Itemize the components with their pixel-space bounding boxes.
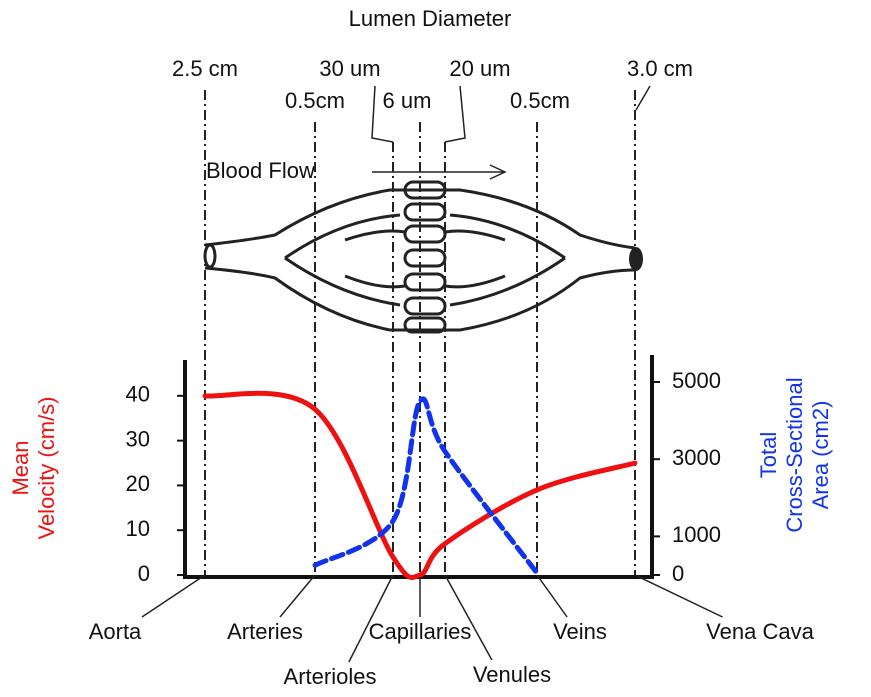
y-tick-label: 10 [126, 516, 150, 541]
leader-line [635, 85, 651, 111]
y-tick-label: 0 [138, 561, 150, 586]
y2-axis-label: Total [756, 432, 781, 478]
series-line [202, 390, 638, 581]
leader-line [444, 85, 466, 143]
y2-tick-label: 3000 [672, 445, 721, 470]
diameter-label: 30 um [319, 56, 380, 81]
x-category-label: Capillaries [369, 619, 472, 644]
y2-axis-label: Cross-Sectional [782, 377, 807, 532]
y-tick-label: 40 [126, 382, 150, 407]
leader-line [141, 574, 206, 618]
x-category-label: Vena Cava [706, 619, 814, 644]
flow-annotation: Blood Flow [206, 158, 315, 183]
leader-line [279, 574, 316, 618]
flow-arrow [372, 164, 507, 180]
diameter-label: 0.5cm [285, 88, 345, 113]
x-category-label: Aorta [89, 619, 142, 644]
y-tick-label: 30 [126, 426, 150, 451]
y-tick-label: 20 [126, 471, 150, 496]
vessel-network [203, 180, 643, 334]
diameter-label: 3.0 cm [627, 56, 693, 81]
diameter-label: 20 um [449, 56, 510, 81]
x-category-label: Arterioles [284, 664, 377, 689]
y2-tick-label: 0 [672, 561, 684, 586]
x-category-label: Arteries [227, 619, 303, 644]
diameter-label: 6 um [383, 88, 432, 113]
diameter-label: 0.5cm [510, 88, 570, 113]
leader-line [536, 574, 568, 618]
leader-line [634, 574, 723, 618]
y-axis-label: Mean [8, 440, 33, 495]
x-category-label: Veins [553, 619, 607, 644]
leader-line [371, 85, 394, 143]
y-axis-label: Velocity (cm/s) [34, 396, 59, 539]
chart-title: Lumen Diameter [349, 6, 512, 31]
y2-axis-label: Area (cm2) [808, 401, 833, 510]
leader-line [348, 574, 394, 663]
leader-line [444, 574, 493, 661]
series-line [312, 396, 540, 576]
diameter-label: 2.5 cm [172, 56, 238, 81]
y2-tick-label: 5000 [672, 368, 721, 393]
y2-tick-label: 1000 [672, 522, 721, 547]
x-category-label: Venules [473, 662, 551, 687]
